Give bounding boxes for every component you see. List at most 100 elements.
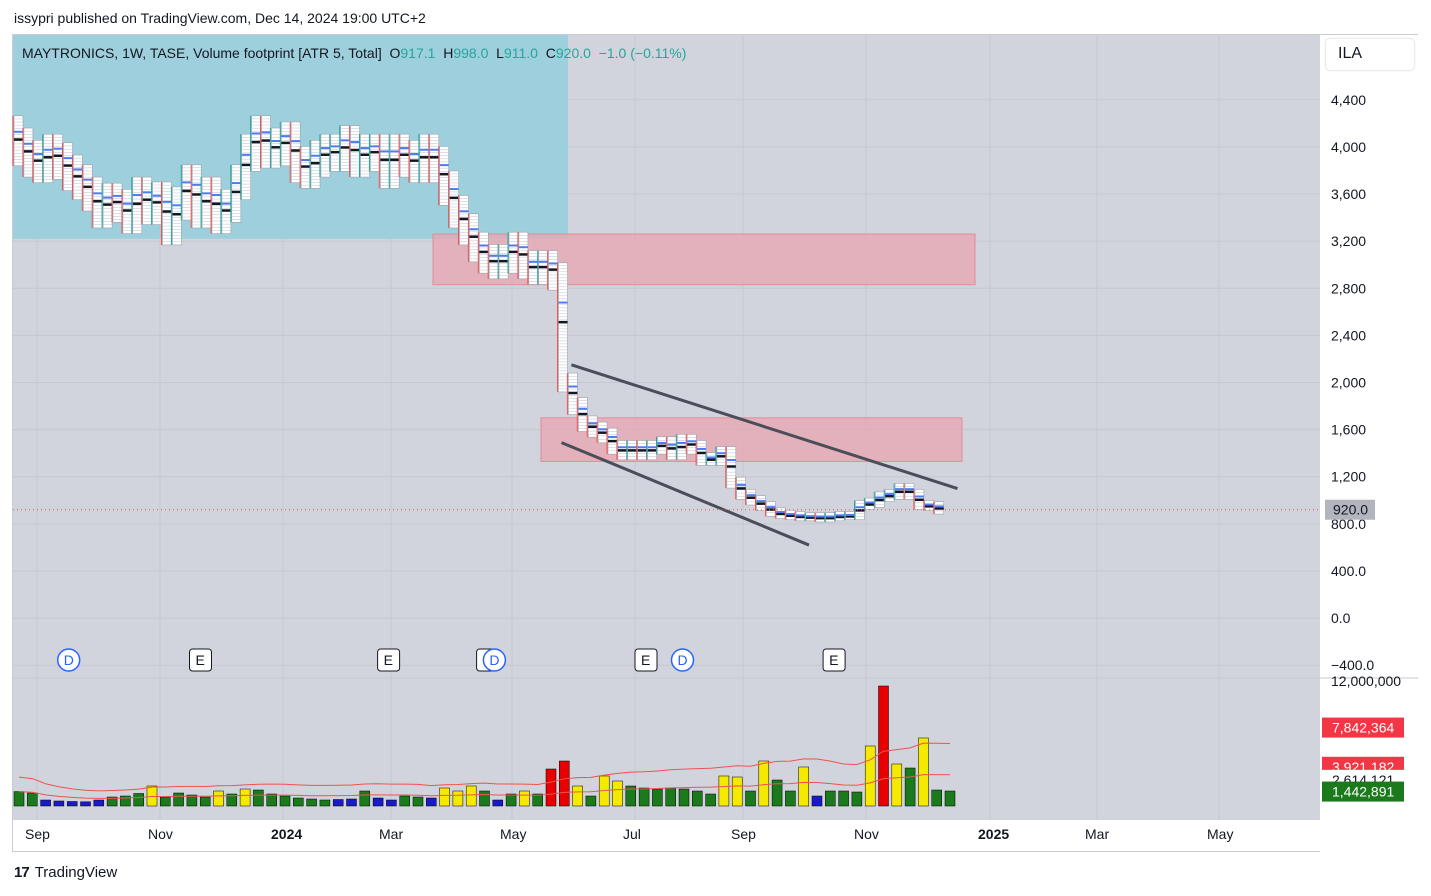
volume-bar[interactable] xyxy=(106,796,118,807)
close-label: C xyxy=(545,45,556,61)
volume-bar[interactable] xyxy=(878,685,889,807)
volume-bar[interactable] xyxy=(798,766,809,807)
volume-bar[interactable] xyxy=(811,795,823,807)
volume-bar[interactable] xyxy=(319,799,331,807)
volume-bar[interactable] xyxy=(120,795,131,807)
volume-bar[interactable] xyxy=(931,789,942,807)
volume-bar[interactable] xyxy=(652,788,663,807)
volume-bar[interactable] xyxy=(239,788,251,807)
value-area-marker xyxy=(122,202,132,205)
volume-bar[interactable] xyxy=(279,795,291,807)
volume-bar[interactable] xyxy=(918,737,929,807)
time-tick-label: Mar xyxy=(379,826,403,842)
volume-bar[interactable] xyxy=(253,789,264,807)
trendline-channel-lower[interactable] xyxy=(560,441,810,547)
earnings-marker-icon[interactable] xyxy=(822,648,846,672)
volume-bar[interactable] xyxy=(160,796,171,807)
volume-bar[interactable] xyxy=(745,790,756,807)
volume-bar[interactable] xyxy=(40,799,51,807)
value-area-marker xyxy=(182,181,192,184)
volume-bar[interactable] xyxy=(771,779,783,807)
volume-bar[interactable] xyxy=(186,794,198,807)
volume-bar[interactable] xyxy=(505,793,517,807)
volume-bar[interactable] xyxy=(891,763,903,807)
volume-bar[interactable] xyxy=(27,792,38,807)
volume-bar[interactable] xyxy=(479,790,490,807)
volume-bar[interactable] xyxy=(213,790,224,807)
volume-bar[interactable] xyxy=(944,790,956,807)
volume-bar[interactable] xyxy=(838,790,849,807)
volume-bar[interactable] xyxy=(705,793,716,807)
volume-bar[interactable] xyxy=(572,785,583,807)
last-price-badge xyxy=(1325,499,1375,520)
tradingview-logo-text[interactable]: TradingView xyxy=(34,864,118,881)
volume-bar[interactable] xyxy=(825,790,836,807)
volume-bar[interactable] xyxy=(439,787,450,807)
volume-bar[interactable] xyxy=(412,796,424,807)
volume-bar[interactable] xyxy=(612,780,623,807)
volume-bar[interactable] xyxy=(692,790,703,807)
volume-bar[interactable] xyxy=(678,788,690,807)
volume-value-badge xyxy=(1322,717,1404,738)
value-area-marker xyxy=(528,260,538,263)
currency-selector[interactable]: ILA xyxy=(1326,39,1414,70)
volume-bar[interactable] xyxy=(665,787,676,807)
value-area-marker xyxy=(340,139,350,142)
volume-bar[interactable] xyxy=(66,801,78,807)
volume-bar[interactable] xyxy=(492,799,504,807)
volume-bar[interactable] xyxy=(851,791,863,807)
volume-bar[interactable] xyxy=(559,760,570,807)
volume-bar[interactable] xyxy=(399,795,410,807)
earnings-marker-icon[interactable] xyxy=(634,648,658,672)
volume-bar[interactable] xyxy=(625,785,637,807)
volume-bar[interactable] xyxy=(758,760,770,807)
volume-bar[interactable] xyxy=(585,795,597,807)
volume-bar[interactable] xyxy=(718,775,730,807)
dividend-marker-icon[interactable] xyxy=(482,648,507,672)
volume-bar[interactable] xyxy=(545,768,557,807)
volume-bar[interactable] xyxy=(13,791,25,807)
volume-bar[interactable] xyxy=(293,797,304,807)
volume-bar[interactable] xyxy=(864,745,876,807)
poc-marker xyxy=(390,158,400,162)
poc-marker xyxy=(479,250,489,254)
volume-bar[interactable] xyxy=(226,793,238,807)
poc-marker xyxy=(162,210,172,213)
volume-bar[interactable] xyxy=(173,792,184,807)
footprint-cell xyxy=(449,170,459,229)
volume-bar[interactable] xyxy=(359,790,371,807)
earnings-marker-icon[interactable] xyxy=(377,648,401,672)
volume-bar[interactable] xyxy=(465,785,477,807)
trendline-channel-upper[interactable] xyxy=(570,363,958,490)
volume-bar[interactable] xyxy=(731,776,743,807)
volume-bar[interactable] xyxy=(638,787,650,807)
volume-bar[interactable] xyxy=(452,790,464,807)
volume-bar[interactable] xyxy=(266,793,277,807)
dividend-marker-icon[interactable] xyxy=(56,648,81,672)
earnings-marker-icon[interactable] xyxy=(189,648,212,672)
dividend-marker-icon[interactable] xyxy=(670,648,695,672)
volume-bar[interactable] xyxy=(80,801,91,807)
volume-bar[interactable] xyxy=(519,790,530,807)
volume-bar[interactable] xyxy=(426,797,437,807)
value-area-marker xyxy=(806,515,815,518)
volume-bar[interactable] xyxy=(532,793,543,807)
poc-marker xyxy=(509,250,518,254)
value-area-marker xyxy=(400,147,410,150)
volume-bar[interactable] xyxy=(904,767,916,807)
volume-bar[interactable] xyxy=(785,790,796,807)
poc-marker xyxy=(895,490,905,494)
volume-bar[interactable] xyxy=(306,798,317,807)
volume-bar[interactable] xyxy=(53,800,65,807)
volume-value-label: 7,842,364 xyxy=(1332,720,1394,736)
volume-bar[interactable] xyxy=(332,799,344,807)
volume-bar[interactable] xyxy=(133,793,144,807)
volume-bar[interactable] xyxy=(93,799,105,807)
volume-bar[interactable] xyxy=(386,799,397,807)
volume-bar[interactable] xyxy=(372,797,384,807)
volume-bar[interactable] xyxy=(346,798,357,807)
poc-marker xyxy=(23,150,33,153)
value-area-marker xyxy=(558,301,568,304)
volume-bar[interactable] xyxy=(199,796,211,807)
